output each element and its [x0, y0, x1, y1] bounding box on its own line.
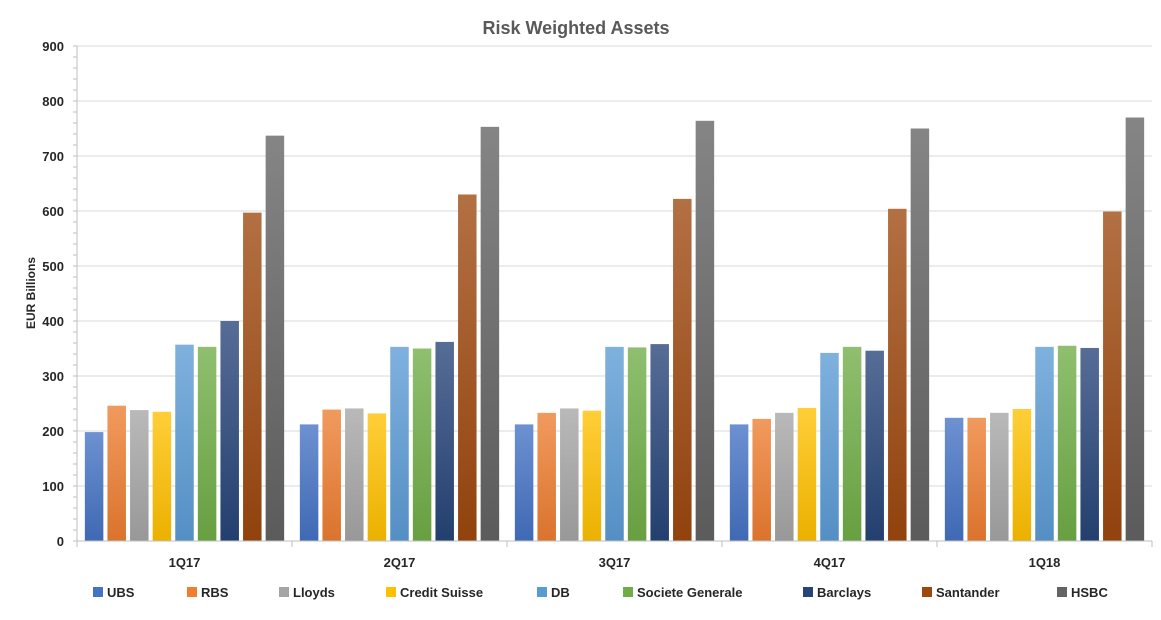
x-axis-categories: 1Q17 2Q17 3Q17 4Q17 1Q18: [169, 555, 1061, 570]
bar-barclays-2q17: [435, 341, 454, 541]
bar-hsbc-2q17: [480, 126, 500, 541]
legend-item-hsbc: HSBC: [1057, 585, 1108, 600]
legend-swatch: [187, 587, 197, 597]
x-category-label-2q17: 2Q17: [384, 555, 416, 570]
bar-societe-generale-1q18: [1057, 345, 1077, 541]
legend-swatch: [623, 587, 633, 597]
bar-ubs-4q17: [729, 424, 749, 541]
legend-item-db: DB: [537, 585, 570, 600]
legend-label: Societe Generale: [637, 585, 743, 600]
bar-societe-generale-1q17: [197, 346, 217, 541]
bar-santander-1q18: [1103, 211, 1122, 542]
legend-swatch: [922, 587, 932, 597]
bar-santander-1q17: [243, 212, 262, 541]
bar-rbs-4q17: [752, 418, 771, 541]
bar-santander-4q17: [888, 208, 907, 542]
legend-item-ubs: UBS: [93, 585, 135, 600]
legend-label: Santander: [936, 585, 1000, 600]
x-category-label-1q17: 1Q17: [169, 555, 201, 570]
bar-rbs-1q17: [107, 405, 126, 541]
legend-swatch: [803, 587, 813, 597]
legend-swatch: [386, 587, 396, 597]
bar-lloyds-2q17: [345, 408, 364, 541]
legend-item-santander: Santander: [922, 585, 1000, 600]
legend-label: UBS: [107, 585, 135, 600]
bar-barclays-1q17: [220, 321, 239, 541]
bar-societe-generale-3q17: [627, 347, 647, 541]
bar-lloyds-1q18: [990, 412, 1009, 541]
bar-rbs-2q17: [322, 409, 341, 541]
y-tick-label: 500: [42, 259, 64, 274]
legend-label: Lloyds: [293, 585, 335, 600]
bar-db-3q17: [605, 346, 624, 541]
legend-label: DB: [551, 585, 570, 600]
y-tick-label: 300: [42, 369, 64, 384]
bar-db-4q17: [820, 352, 839, 541]
y-tick-label: 400: [42, 314, 64, 329]
x-category-label-1q18: 1Q18: [1029, 555, 1061, 570]
bar-barclays-3q17: [650, 344, 669, 541]
bar-db-2q17: [390, 346, 409, 541]
bar-barclays-1q18: [1080, 347, 1099, 541]
y-tick-label: 800: [42, 94, 64, 109]
y-tick-label: 600: [42, 204, 64, 219]
y-tick-label: 0: [57, 534, 64, 549]
y-tick-label: 100: [42, 479, 64, 494]
bar-hsbc-1q18: [1125, 117, 1145, 541]
y-axis-ticks: 0 100 200 300 400 500 600 700 800 900: [42, 39, 64, 549]
bar-lloyds-3q17: [560, 408, 579, 541]
bar-hsbc-1q17: [265, 135, 285, 541]
bar-hsbc-3q17: [695, 120, 715, 542]
legend-swatch: [1057, 587, 1067, 597]
y-axis-label: EUR Billions: [24, 257, 38, 329]
legend-item-societe-generale: Societe Generale: [623, 585, 743, 600]
legend-item-lloyds: Lloyds: [279, 585, 335, 600]
y-tick-label: 700: [42, 149, 64, 164]
bar-santander-3q17: [673, 198, 692, 541]
bar-societe-generale-4q17: [842, 346, 862, 541]
bar-barclays-4q17: [865, 350, 884, 541]
legend-label: Credit Suisse: [400, 585, 483, 600]
bar-ubs-1q18: [944, 417, 964, 541]
legend-item-rbs: RBS: [187, 585, 229, 600]
bar-credit-suisse-1q17: [152, 411, 172, 541]
legend-label: RBS: [201, 585, 229, 600]
bar-credit-suisse-3q17: [582, 410, 602, 541]
bar-ubs-3q17: [514, 424, 534, 541]
legend-item-credit-suisse: Credit Suisse: [386, 585, 483, 600]
bar-credit-suisse-1q18: [1012, 409, 1032, 541]
legend-item-barclays: Barclays: [803, 585, 871, 600]
legend-label: Barclays: [817, 585, 871, 600]
bar-ubs-2q17: [299, 424, 319, 541]
bar-rbs-3q17: [537, 412, 556, 541]
bar-hsbc-4q17: [910, 128, 930, 541]
bar-credit-suisse-2q17: [367, 413, 387, 541]
y-tick-label: 900: [42, 39, 64, 54]
bars: [84, 117, 1145, 542]
y-tick-label: 200: [42, 424, 64, 439]
bar-lloyds-1q17: [130, 410, 149, 541]
bar-ubs-1q17: [84, 432, 104, 541]
bar-lloyds-4q17: [775, 412, 794, 541]
bar-santander-2q17: [458, 194, 477, 541]
bar-db-1q18: [1035, 346, 1054, 541]
legend: UBS RBS Lloyds Credit Suisse DB Societe Gener…: [93, 585, 1108, 600]
legend-swatch: [537, 587, 547, 597]
x-category-label-4q17: 4Q17: [814, 555, 846, 570]
bar-societe-generale-2q17: [412, 348, 432, 541]
bar-db-1q17: [175, 344, 194, 541]
legend-label: HSBC: [1071, 585, 1108, 600]
legend-swatch: [93, 587, 103, 597]
chart-title: Risk Weighted Assets: [482, 18, 669, 38]
bar-credit-suisse-4q17: [797, 407, 817, 541]
x-category-label-3q17: 3Q17: [599, 555, 631, 570]
bar-rbs-1q18: [967, 417, 986, 541]
legend-swatch: [279, 587, 289, 597]
axes: [73, 45, 1153, 547]
